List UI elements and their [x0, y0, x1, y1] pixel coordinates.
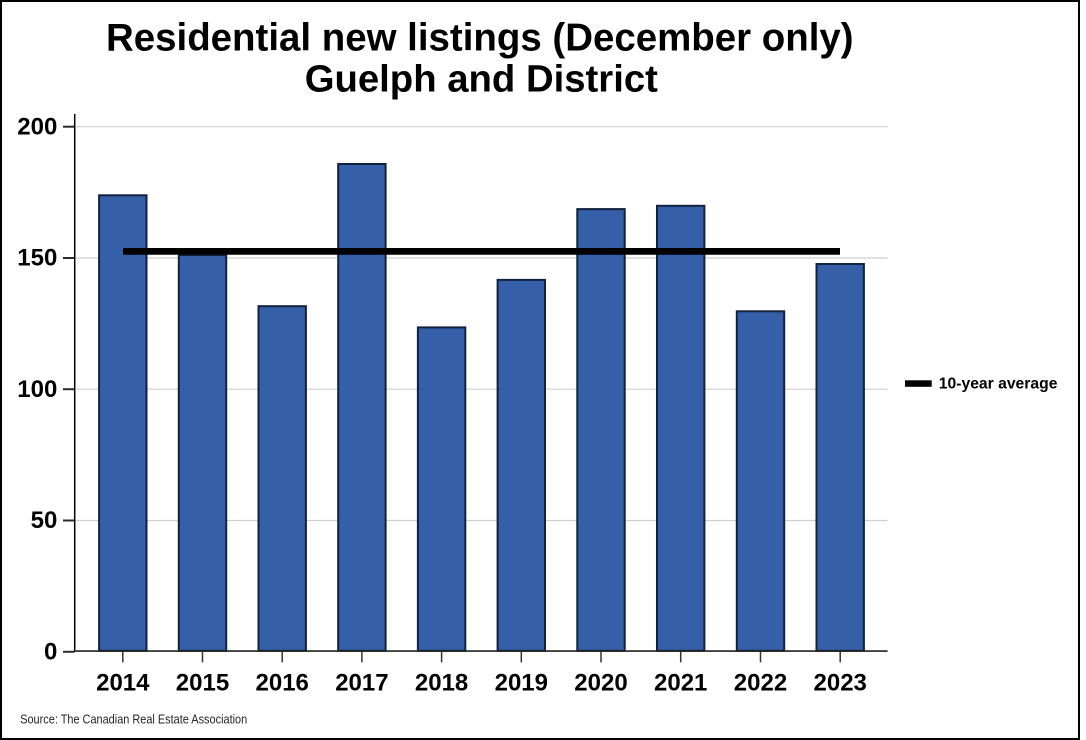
svg-text:100: 100: [17, 376, 57, 403]
svg-text:2020: 2020: [574, 670, 627, 697]
svg-text:2021: 2021: [654, 670, 707, 697]
svg-text:150: 150: [17, 245, 57, 272]
svg-text:0: 0: [44, 639, 57, 666]
svg-text:10-year average: 10-year average: [939, 376, 1058, 393]
svg-text:Guelph and District: Guelph and District: [305, 58, 658, 101]
svg-text:2016: 2016: [256, 670, 309, 697]
svg-text:Source: The Canadian Real Esta: Source: The Canadian Real Estate Associa…: [20, 711, 247, 726]
svg-text:2023: 2023: [814, 670, 867, 697]
svg-text:2017: 2017: [335, 670, 388, 697]
svg-text:2018: 2018: [415, 670, 468, 697]
svg-text:50: 50: [31, 507, 58, 534]
svg-text:2015: 2015: [176, 670, 229, 697]
svg-text:2019: 2019: [495, 670, 548, 697]
svg-text:2014: 2014: [96, 670, 150, 697]
svg-text:2022: 2022: [734, 670, 787, 697]
svg-text:Residential new listings (Dece: Residential new listings (December only): [106, 16, 854, 59]
svg-text:200: 200: [17, 113, 57, 140]
